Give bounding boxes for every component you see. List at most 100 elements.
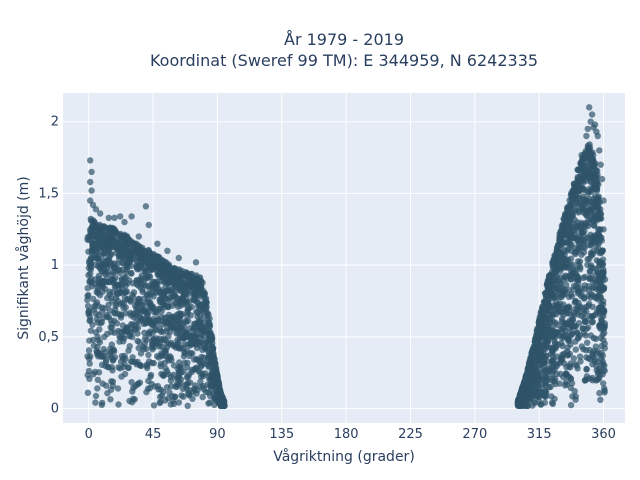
scatter-point <box>588 236 595 244</box>
x-tick-label: 225 <box>398 427 423 442</box>
scatter-point <box>87 178 94 186</box>
scatter-point <box>125 277 133 284</box>
scatter-point <box>92 206 100 213</box>
scatter-point <box>107 349 115 356</box>
scatter-point <box>584 125 591 133</box>
scatter-point <box>97 210 104 217</box>
scatter-point <box>598 349 605 357</box>
scatter-point <box>589 349 596 357</box>
scatter-point <box>102 231 109 238</box>
scatter-point <box>160 372 167 380</box>
scatter-point <box>167 401 174 408</box>
scatter-point <box>133 248 141 255</box>
scatter-point <box>597 322 605 329</box>
scatter-point <box>181 341 188 348</box>
scatter-point <box>118 373 125 380</box>
scatter-point <box>156 254 163 261</box>
scatter-point <box>571 299 578 306</box>
scatter-point <box>556 235 564 242</box>
scatter-point <box>570 234 577 241</box>
scatter-point <box>177 311 185 319</box>
scatter-point <box>167 314 175 321</box>
scatter-point <box>535 325 542 332</box>
scatter-point <box>154 353 161 360</box>
scatter-point <box>90 371 97 378</box>
scatter-point <box>206 320 213 328</box>
scatter-point <box>187 333 194 340</box>
scatter-point <box>183 301 190 308</box>
scatter-point <box>583 303 590 311</box>
scatter-point <box>565 373 573 380</box>
scatter-point <box>134 330 141 337</box>
scatter-point <box>175 399 183 406</box>
scatter-point <box>86 279 93 286</box>
scatter-point <box>193 308 200 316</box>
scatter-point <box>595 304 603 312</box>
scatter-point <box>84 371 91 379</box>
scatter-point <box>147 373 154 380</box>
scatter-point <box>104 390 111 397</box>
x-tick-label: 315 <box>527 427 552 442</box>
scatter-point <box>586 241 593 249</box>
scatter-point <box>555 287 562 294</box>
scatter-point <box>571 182 578 189</box>
scatter-point <box>589 303 596 311</box>
scatter-point <box>161 275 169 282</box>
scatter-point <box>88 187 95 194</box>
scatter-point <box>158 261 165 268</box>
scatter-point <box>149 262 157 270</box>
scatter-point <box>185 317 192 325</box>
scatter-point <box>527 395 534 402</box>
scatter-point <box>121 233 128 240</box>
scatter-point <box>565 293 573 301</box>
scatter-point <box>212 360 219 368</box>
scatter-point <box>577 235 584 242</box>
scatter-point <box>212 366 219 373</box>
scatter-point <box>174 329 181 336</box>
scatter-point <box>87 157 94 164</box>
scatter-point <box>586 275 593 282</box>
scatter-point <box>202 388 209 396</box>
scatter-point <box>140 258 147 266</box>
scatter-point <box>545 288 552 295</box>
scatter-point <box>156 339 164 346</box>
scatter-point <box>209 346 216 353</box>
scatter-point <box>586 104 593 111</box>
scatter-point <box>578 291 585 298</box>
scatter-point <box>532 338 539 346</box>
scatter-point <box>111 214 118 221</box>
scatter-point <box>103 382 110 389</box>
scatter-point <box>142 247 149 255</box>
scatter-point <box>175 254 182 262</box>
scatter-point <box>590 265 597 272</box>
scatter-point <box>122 289 130 296</box>
x-tick-label: 90 <box>209 427 226 442</box>
scatter-point <box>538 313 545 320</box>
scatter-point <box>163 352 170 360</box>
scatter-point <box>202 370 209 377</box>
scatter-point <box>134 337 141 345</box>
scatter-point <box>199 290 207 298</box>
scatter-point <box>95 311 102 319</box>
scatter-point <box>554 301 561 308</box>
scatter-point <box>176 268 184 276</box>
scatter-point <box>213 372 221 379</box>
scatter-point <box>595 194 602 202</box>
scatter-point <box>556 294 563 301</box>
x-tick-label: 0 <box>85 427 93 442</box>
scatter-point <box>571 227 578 234</box>
scatter-point <box>155 305 162 312</box>
scatter-point <box>190 279 197 286</box>
scatter-point <box>84 296 91 304</box>
scatter-point <box>154 240 161 247</box>
scatter-point <box>588 216 595 223</box>
scatter-point <box>536 398 543 406</box>
scatter-point <box>119 248 127 255</box>
scatter-point <box>116 255 123 262</box>
scatter-point <box>561 382 569 389</box>
scatter-point <box>594 283 602 290</box>
scatter-point <box>579 229 586 236</box>
scatter-point <box>558 225 566 233</box>
scatter-point <box>207 331 214 338</box>
scatter-point <box>181 350 188 357</box>
